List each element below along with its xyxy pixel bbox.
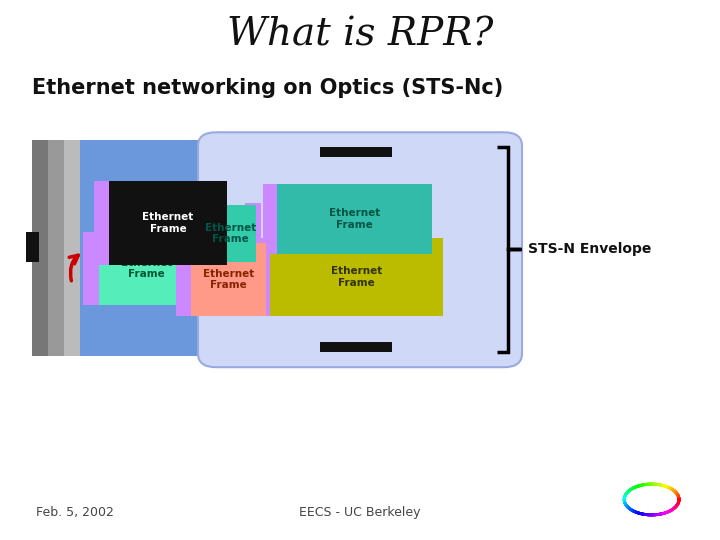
FancyBboxPatch shape (94, 181, 109, 265)
FancyBboxPatch shape (191, 243, 266, 316)
FancyBboxPatch shape (176, 243, 191, 316)
FancyBboxPatch shape (277, 184, 432, 254)
FancyBboxPatch shape (48, 140, 64, 356)
Text: Ethernet
Frame: Ethernet Frame (121, 258, 172, 280)
FancyBboxPatch shape (263, 184, 277, 254)
FancyBboxPatch shape (245, 202, 261, 262)
FancyBboxPatch shape (198, 132, 522, 367)
FancyBboxPatch shape (320, 342, 392, 352)
Text: Ethernet
Frame: Ethernet Frame (205, 222, 256, 244)
Text: STS-N Envelope: STS-N Envelope (528, 242, 651, 256)
FancyBboxPatch shape (83, 232, 99, 305)
FancyBboxPatch shape (32, 140, 364, 356)
FancyBboxPatch shape (64, 140, 80, 356)
FancyBboxPatch shape (109, 181, 227, 265)
FancyBboxPatch shape (194, 205, 206, 262)
FancyBboxPatch shape (99, 232, 194, 305)
Text: Ethernet
Frame: Ethernet Frame (329, 208, 380, 230)
Text: Ethernet
Frame: Ethernet Frame (203, 268, 254, 291)
Text: Ethernet
Frame: Ethernet Frame (330, 266, 382, 287)
Text: Ethernet networking on Optics (STS-Nc): Ethernet networking on Optics (STS-Nc) (32, 78, 504, 98)
Text: Ethernet
Frame: Ethernet Frame (143, 212, 194, 233)
Text: EECS - UC Berkeley: EECS - UC Berkeley (300, 507, 420, 519)
FancyBboxPatch shape (32, 140, 48, 356)
FancyBboxPatch shape (26, 232, 39, 262)
FancyBboxPatch shape (256, 238, 270, 316)
Text: What is RPR?: What is RPR? (227, 16, 493, 53)
FancyBboxPatch shape (270, 238, 443, 316)
FancyBboxPatch shape (320, 147, 392, 157)
FancyBboxPatch shape (206, 205, 256, 262)
Text: Feb. 5, 2002: Feb. 5, 2002 (36, 507, 114, 519)
